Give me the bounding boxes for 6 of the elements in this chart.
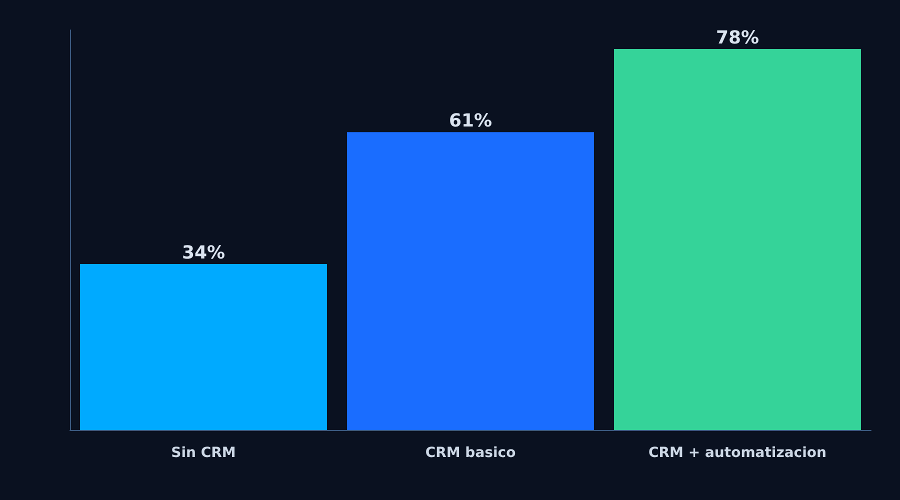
data-label: 61% <box>448 110 492 132</box>
x-tick-label: CRM + automatizacion <box>648 445 826 461</box>
data-label: 34% <box>182 242 226 264</box>
x-tick-label: Sin CRM <box>171 445 236 461</box>
x-tick-label: CRM basico <box>425 445 516 461</box>
data-label: 78% <box>716 28 760 49</box>
